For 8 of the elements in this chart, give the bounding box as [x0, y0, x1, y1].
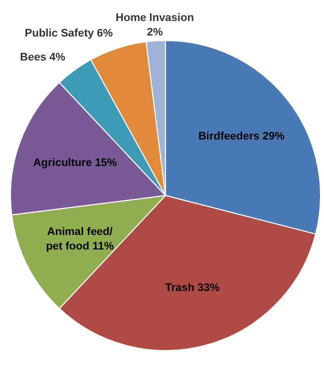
slice-label: Public Safety 6% — [24, 27, 114, 40]
slice-label: Animal feed/pet food 11% — [46, 226, 114, 252]
slice-label: Home Invasion — [116, 12, 194, 24]
slice-label: Trash 33% — [165, 282, 220, 294]
slice-label: Bees 4% — [20, 52, 66, 64]
slice-label: Agriculture 15% — [33, 156, 118, 169]
data-label: 2% — [146, 26, 163, 39]
slice-label: Birdfeeders 29% — [198, 130, 285, 143]
